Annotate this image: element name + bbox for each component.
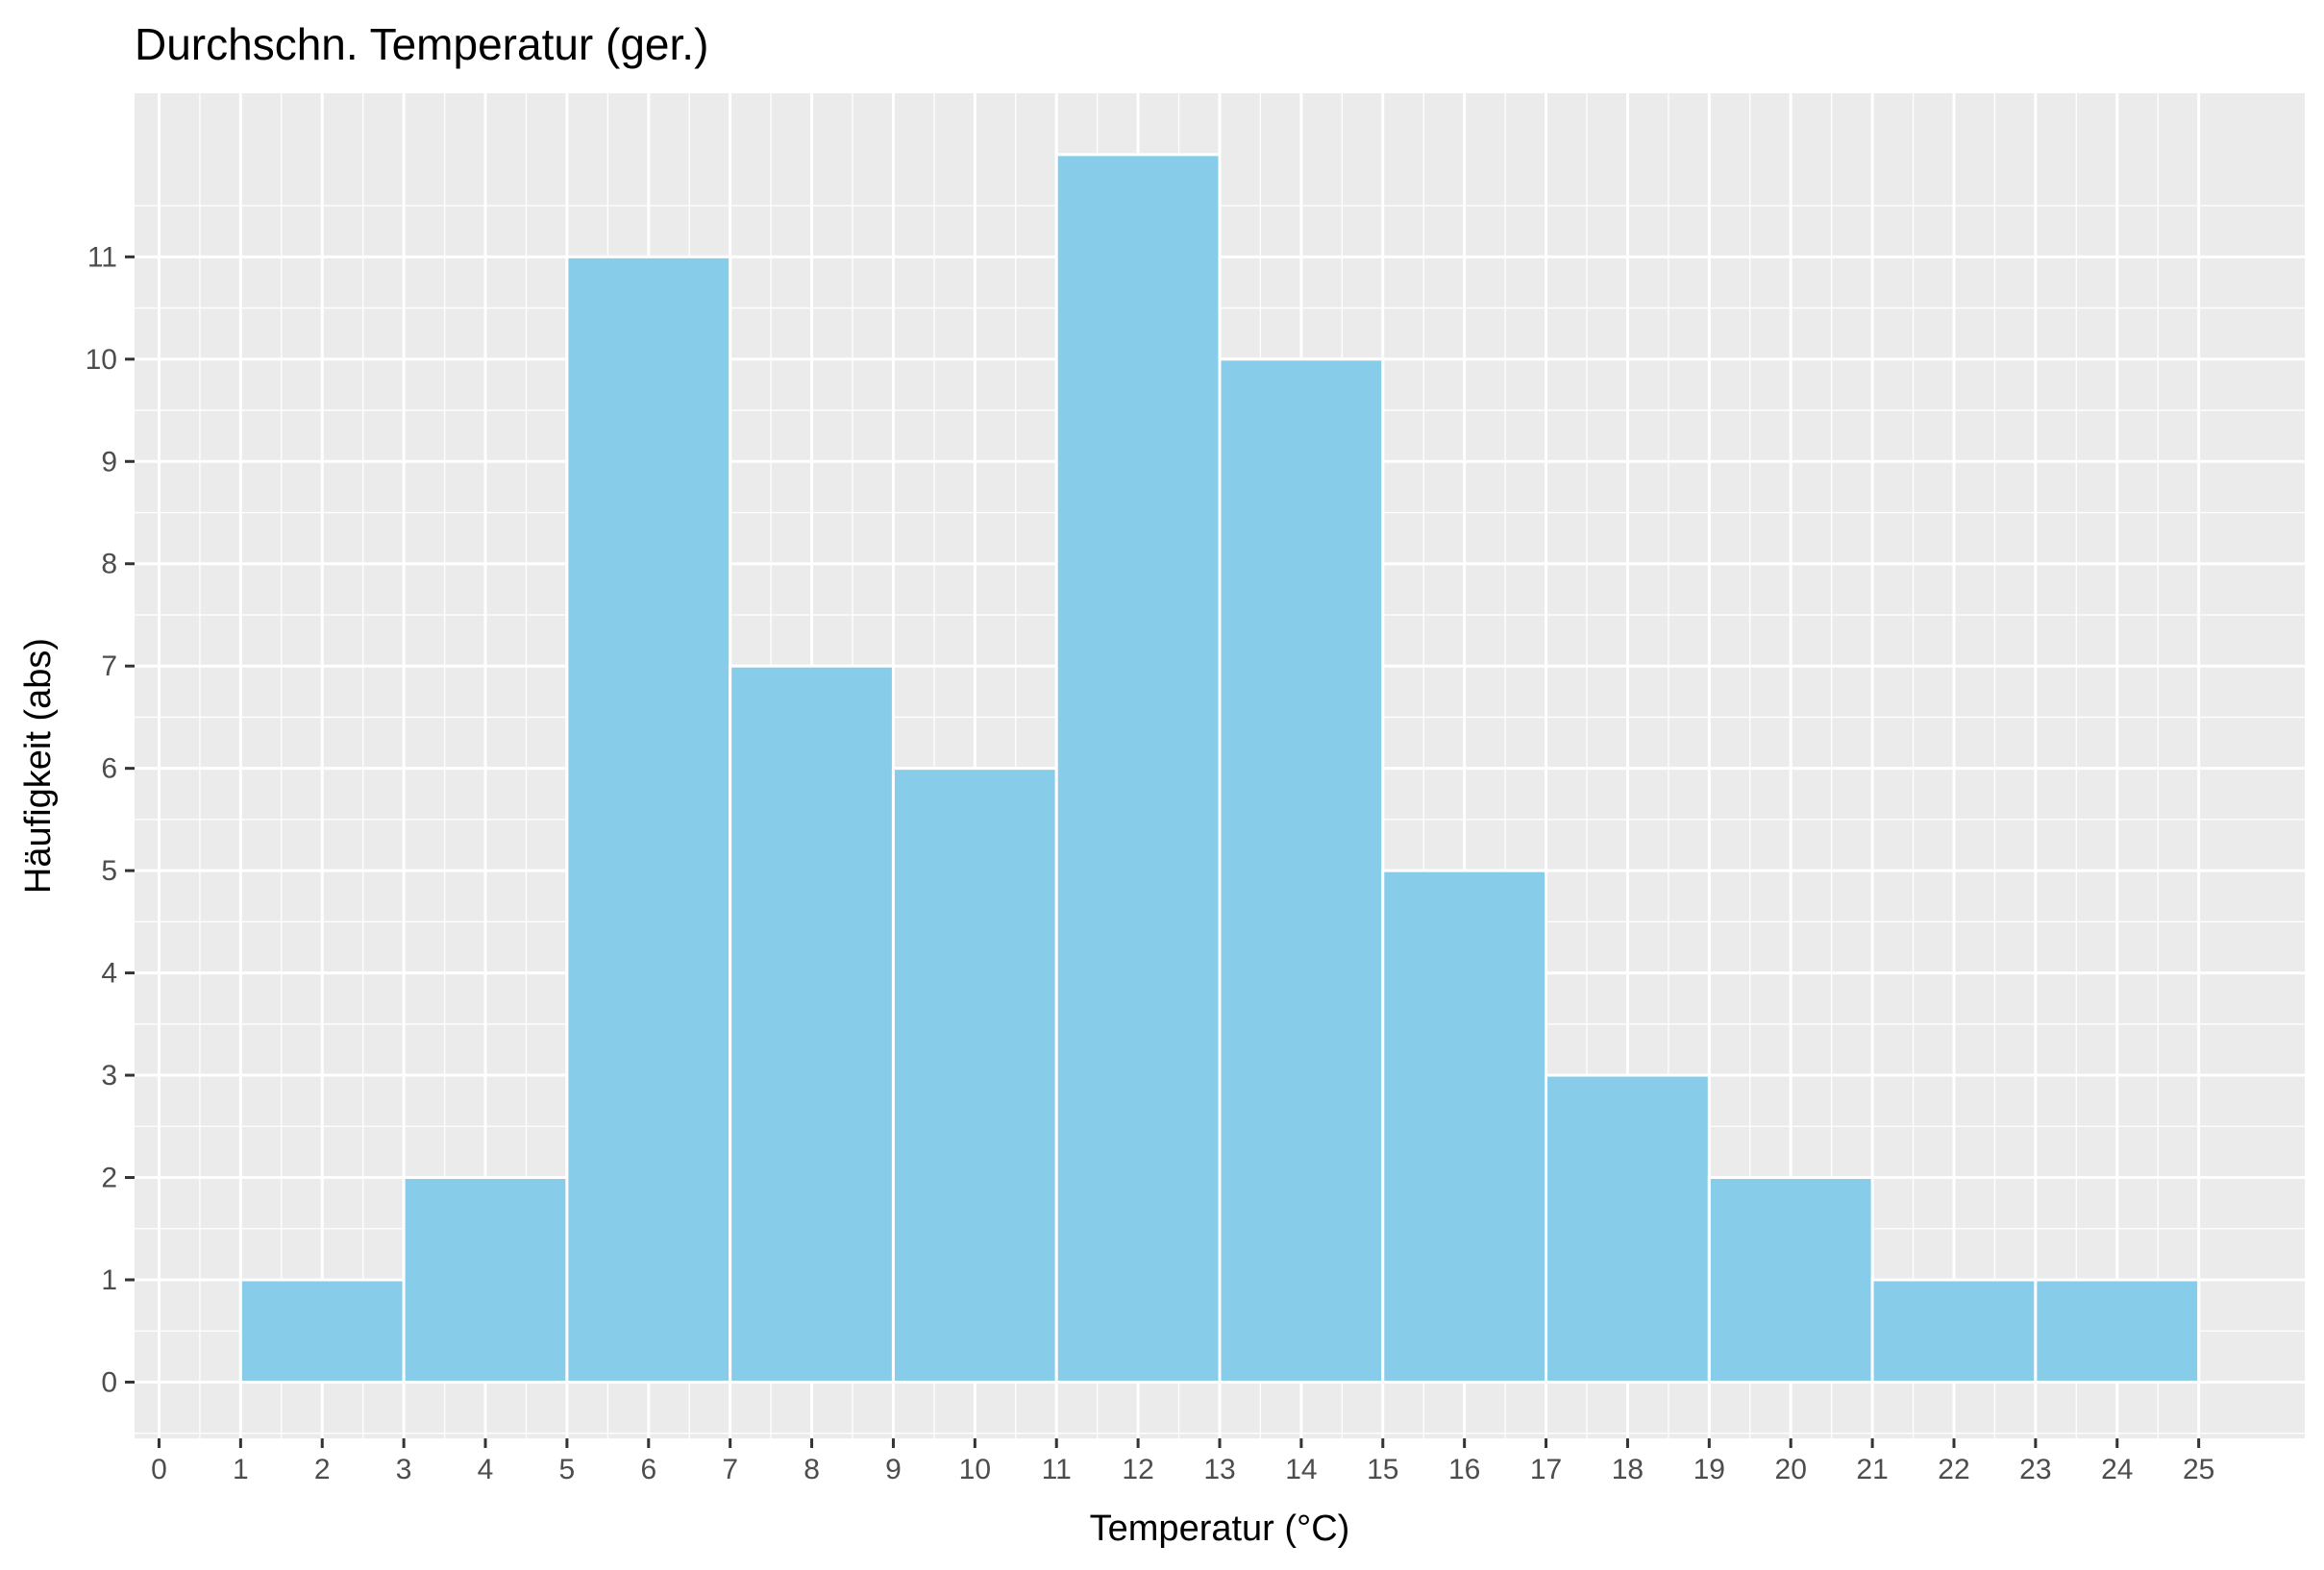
histogram-bar bbox=[1054, 153, 1222, 1384]
histogram-bar bbox=[1707, 1176, 1874, 1384]
x-tick-label: 9 bbox=[885, 1454, 902, 1485]
x-tick-label: 16 bbox=[1448, 1454, 1480, 1485]
x-tick-label: 2 bbox=[314, 1454, 331, 1485]
histogram-bar bbox=[1218, 357, 1385, 1384]
bars bbox=[238, 153, 2201, 1384]
x-tick-label: 7 bbox=[722, 1454, 738, 1485]
y-tick-label: 3 bbox=[101, 1060, 117, 1092]
histogram-bar bbox=[729, 664, 895, 1384]
x-tick-label: 21 bbox=[1856, 1454, 1888, 1485]
histogram-bar bbox=[1545, 1073, 1711, 1384]
x-tick-label: 1 bbox=[233, 1454, 249, 1485]
x-axis-title: Temperatur (°C) bbox=[1090, 1509, 1350, 1549]
x-tick-label: 22 bbox=[1938, 1454, 1969, 1485]
y-tick-label: 11 bbox=[87, 241, 117, 273]
histogram-bar bbox=[1870, 1278, 2038, 1384]
y-tick-label: 4 bbox=[101, 958, 117, 990]
y-tick-label: 10 bbox=[86, 344, 117, 376]
x-tick-label: 20 bbox=[1775, 1454, 1807, 1485]
x-tick-label: 3 bbox=[396, 1454, 412, 1485]
chart-title: Durchschn. Temperatur (ger.) bbox=[135, 19, 708, 69]
x-tick-label: 5 bbox=[559, 1454, 576, 1485]
x-tick-label: 15 bbox=[1367, 1454, 1398, 1485]
histogram-bar bbox=[891, 767, 1058, 1384]
x-tick-label: 4 bbox=[478, 1454, 494, 1485]
x-tick-label: 25 bbox=[2183, 1454, 2214, 1485]
x-tick-label: 10 bbox=[959, 1454, 991, 1485]
y-tick-label: 2 bbox=[101, 1163, 117, 1194]
histogram-bar bbox=[402, 1176, 569, 1384]
y-tick-label: 5 bbox=[101, 855, 117, 887]
x-tick-label: 0 bbox=[151, 1454, 167, 1485]
y-tick-label: 0 bbox=[101, 1366, 117, 1398]
histogram-bar bbox=[238, 1278, 406, 1384]
x-tick-label: 6 bbox=[640, 1454, 656, 1485]
histogram-bar bbox=[565, 255, 732, 1384]
x-tick-label: 13 bbox=[1203, 1454, 1235, 1485]
x-tick-label: 19 bbox=[1694, 1454, 1725, 1485]
x-tick-label: 11 bbox=[1042, 1454, 1072, 1485]
y-tick-label: 9 bbox=[101, 446, 117, 478]
histogram-bar bbox=[1381, 869, 1548, 1384]
x-tick-label: 18 bbox=[1612, 1454, 1644, 1485]
x-tick-label: 23 bbox=[2019, 1454, 2051, 1485]
x-tick-label: 14 bbox=[1285, 1454, 1317, 1485]
y-axis: 0 1 2 3 4 5 6 7 8 9 10 11 bbox=[86, 241, 135, 1398]
y-tick-label: 1 bbox=[101, 1264, 117, 1296]
y-tick-label: 7 bbox=[101, 650, 117, 682]
y-tick-label: 8 bbox=[101, 549, 117, 580]
x-tick-label: 24 bbox=[2101, 1454, 2133, 1485]
x-tick-label: 17 bbox=[1530, 1454, 1562, 1485]
x-tick-label: 12 bbox=[1122, 1454, 1153, 1485]
y-tick-label: 6 bbox=[101, 753, 117, 785]
histogram-bar bbox=[2034, 1278, 2201, 1384]
y-axis-title: Häufigkeit (abs) bbox=[18, 638, 59, 894]
x-tick-label: 8 bbox=[804, 1454, 820, 1485]
x-axis: 0 1 2 3 4 5 6 7 8 9 10 11 12 13 14 15 16 17 18 19 20 21 22 23 24… bbox=[151, 1438, 2214, 1485]
